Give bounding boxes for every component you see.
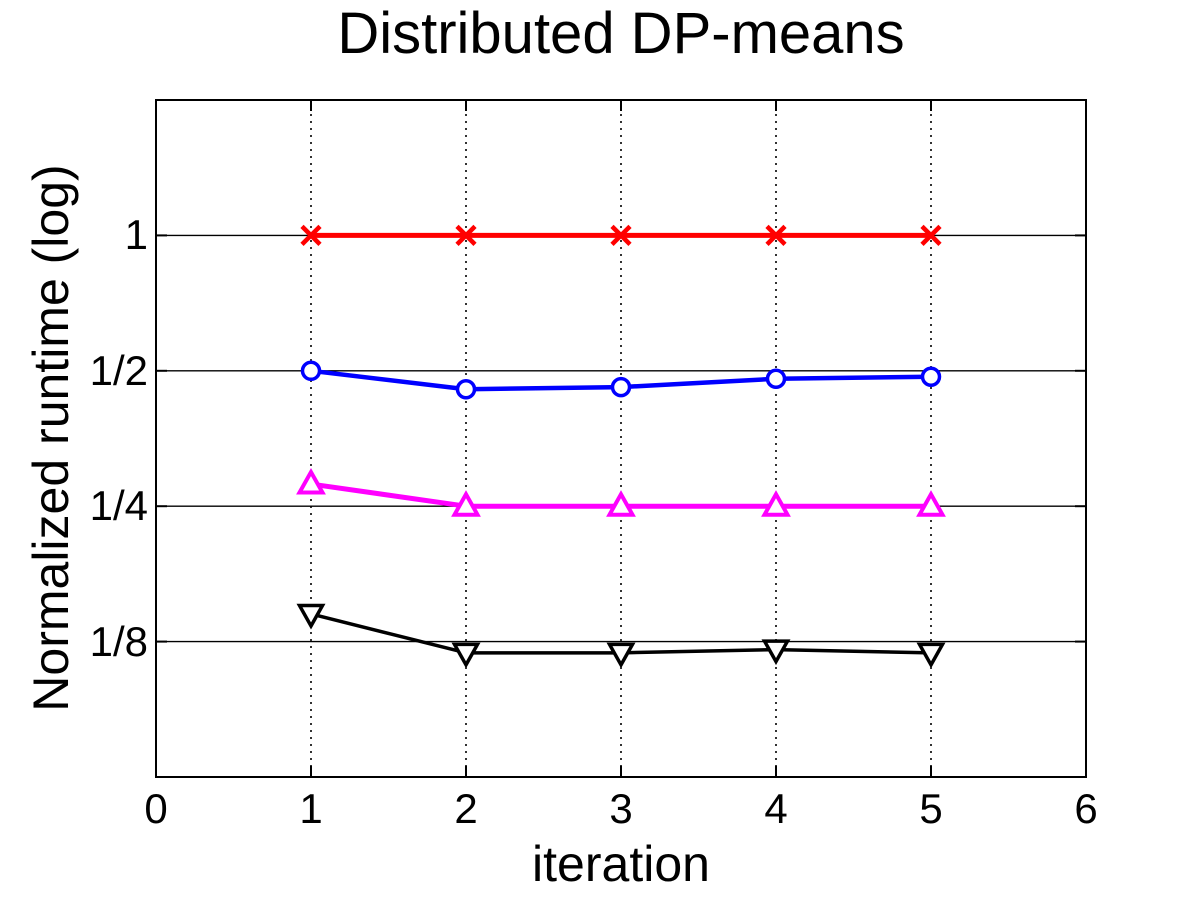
y-tick-label: 1/2	[89, 346, 148, 394]
axis-box	[155, 99, 1087, 778]
marker-x	[765, 224, 787, 246]
marker-triangle-up	[451, 490, 481, 517]
marker-triangle-down	[606, 642, 636, 669]
x-tick-label: 5	[919, 785, 943, 832]
x-tick-label: 3	[609, 785, 633, 832]
marker-circle	[610, 376, 632, 398]
marker-triangle-down	[761, 639, 791, 666]
x-tick-label: 4	[764, 785, 788, 832]
chart-title: Distributed DP-means	[337, 1, 905, 66]
marker-triangle-down	[296, 603, 326, 630]
marker-circle	[765, 368, 787, 390]
marker-circle	[920, 366, 942, 387]
marker-circle	[455, 378, 477, 400]
marker-triangle-up	[761, 490, 791, 517]
marker-x	[300, 224, 322, 246]
marker-x	[920, 224, 942, 246]
y-tick-label: 1/4	[89, 482, 148, 530]
marker-x	[455, 224, 477, 246]
marker-triangle-down	[916, 642, 946, 669]
marker-triangle-down	[451, 642, 481, 669]
marker-x	[610, 224, 632, 246]
x-axis-label: iteration	[532, 836, 710, 892]
x-tick-label: 6	[1074, 785, 1098, 832]
marker-triangle-up	[916, 490, 946, 517]
marker-triangle-up	[606, 490, 636, 517]
x-tick-label: 1	[299, 785, 323, 832]
y-tick-label: 1/8	[89, 617, 148, 665]
marker-circle	[300, 360, 322, 382]
x-tick-label: 0	[144, 785, 168, 832]
x-tick-label: 2	[454, 785, 478, 832]
marker-triangle-up	[296, 467, 326, 495]
y-tick-label: 1	[124, 211, 148, 259]
